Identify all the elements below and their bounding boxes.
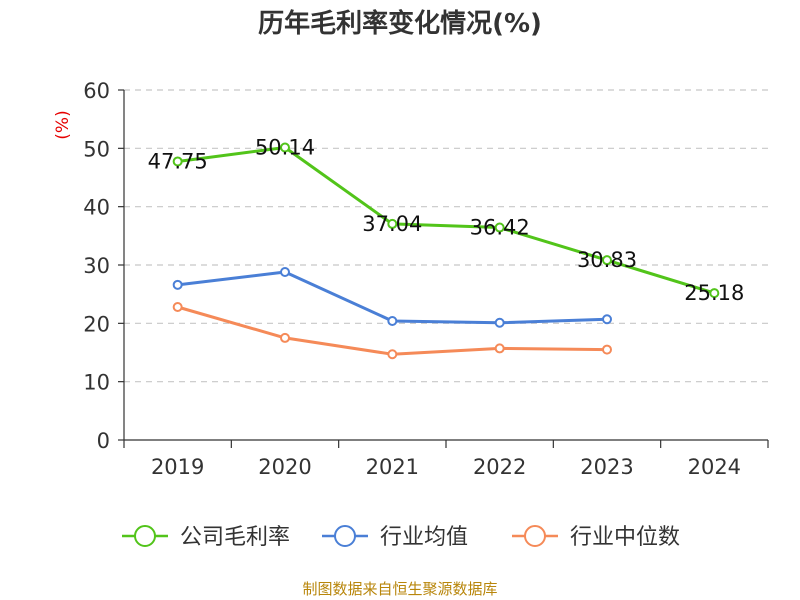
x-tick-label: 2023 bbox=[580, 455, 633, 479]
y-tick-label: 60 bbox=[83, 79, 110, 103]
grid-layer bbox=[124, 89, 768, 383]
legend-marker-1 bbox=[334, 525, 356, 547]
data-point-0 bbox=[709, 288, 720, 299]
x-tick-label: 2020 bbox=[258, 455, 311, 479]
x-tick-label: 2022 bbox=[473, 455, 526, 479]
series-layer bbox=[172, 142, 720, 360]
legend: 公司毛利率 行业均值 行业中位数 bbox=[122, 525, 680, 550]
data-point-1 bbox=[280, 267, 290, 277]
data-point-1 bbox=[602, 314, 612, 325]
data-label: 50.14 bbox=[255, 136, 315, 160]
data-label-layer: 47.75 50.14 37.04 36.42 30.83 25.18 bbox=[148, 136, 745, 306]
data-point-0 bbox=[172, 156, 183, 167]
data-point-1 bbox=[387, 316, 398, 326]
y-tick-label: 30 bbox=[83, 254, 110, 278]
series-line-0 bbox=[177, 146, 715, 295]
legend-marker-0 bbox=[134, 525, 156, 547]
legend-label-1: 行业均值 bbox=[380, 525, 468, 550]
series-line-2 bbox=[177, 305, 608, 356]
data-point-0 bbox=[387, 218, 398, 229]
data-label: 25.18 bbox=[684, 281, 744, 305]
chart-title: 历年毛利率变化情况(%) bbox=[258, 8, 542, 39]
data-label: 36.42 bbox=[470, 216, 530, 240]
data-point-2 bbox=[172, 302, 183, 312]
y-tick-label: 20 bbox=[83, 312, 110, 336]
y-tick-label: 10 bbox=[83, 371, 110, 395]
y-tick-label: 0 bbox=[97, 429, 110, 453]
data-label: 37.04 bbox=[362, 212, 422, 236]
data-point-1 bbox=[172, 279, 183, 290]
data-point-2 bbox=[494, 343, 505, 354]
y-tick-label: 40 bbox=[83, 196, 110, 220]
x-tick-label: 2019 bbox=[151, 455, 204, 479]
data-point-0 bbox=[602, 255, 612, 266]
legend-marker-2 bbox=[524, 525, 546, 547]
data-point-2 bbox=[280, 332, 290, 343]
data-point-2 bbox=[602, 344, 612, 355]
y-axis-unit-label: (%) bbox=[53, 110, 73, 139]
data-point-1 bbox=[494, 317, 505, 328]
y-tick-label: 50 bbox=[83, 137, 110, 161]
x-tick-label: 2024 bbox=[688, 455, 741, 479]
x-tick-label: 2021 bbox=[366, 455, 419, 479]
axis-layer: 0 10 20 30 40 50 60 2019 2020 2021 2022 2023 2024 bbox=[83, 79, 769, 479]
data-point-0 bbox=[494, 222, 505, 233]
data-label: 47.75 bbox=[148, 149, 208, 173]
data-point-2 bbox=[387, 349, 398, 360]
legend-label-0: 公司毛利率 bbox=[180, 525, 290, 550]
source-caption: 制图数据来自恒生聚源数据库 bbox=[302, 580, 497, 598]
data-point-0 bbox=[280, 142, 290, 153]
legend-label-2: 行业中位数 bbox=[570, 525, 680, 550]
series-line-1 bbox=[177, 270, 608, 325]
data-label: 30.83 bbox=[577, 248, 637, 272]
